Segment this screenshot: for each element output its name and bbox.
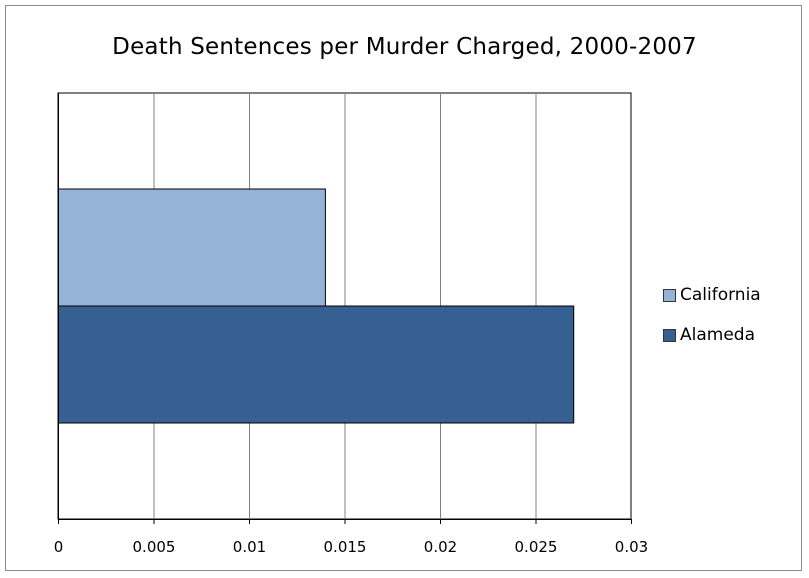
x-tick-label-2: 0.01: [233, 538, 266, 556]
legend-label-california: California: [680, 285, 761, 305]
x-tick-label-0: 0: [54, 538, 64, 556]
bar-alameda: [57, 305, 575, 424]
x-tick-label-3: 0.015: [324, 538, 367, 556]
legend-item-alameda: Alameda: [663, 325, 761, 345]
legend-label-alameda: Alameda: [680, 325, 755, 345]
x-tick-label-4: 0.02: [424, 538, 457, 556]
legend: California Alameda: [663, 285, 761, 365]
x-tick-label-1: 0.005: [133, 538, 176, 556]
legend-swatch-california: [663, 288, 676, 302]
x-tick-label-6: 0.03: [615, 538, 648, 556]
bar-california: [57, 188, 326, 307]
x-tick-label-5: 0.025: [515, 538, 558, 556]
legend-item-california: California: [663, 285, 761, 305]
chart-title: Death Sentences per Murder Charged, 2000…: [112, 34, 697, 60]
legend-swatch-alameda: [663, 328, 676, 342]
